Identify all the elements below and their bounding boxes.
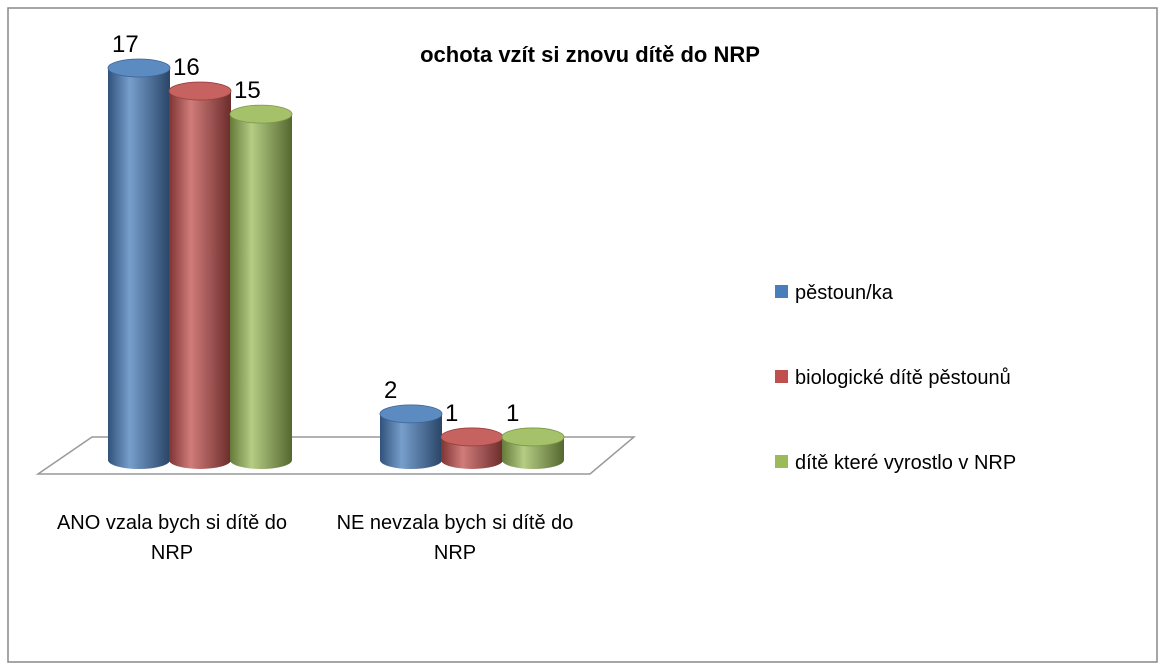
cylinder-body <box>169 91 231 469</box>
legend-swatch <box>775 370 788 383</box>
cylinder-top <box>379 404 443 424</box>
data-label: 1 <box>445 400 458 427</box>
legend-label: biologické dítě pěstounů <box>795 367 1011 389</box>
cylinder-top <box>501 427 565 447</box>
legend-label: dítě které vyrostlo v NRP <box>795 452 1016 474</box>
legend-swatch <box>775 285 788 298</box>
cylinder-top <box>229 104 293 124</box>
data-label: 17 <box>112 31 139 58</box>
cylinder-top <box>440 427 504 447</box>
cylinder-top <box>107 58 171 78</box>
chart-title: ochota vzít si znovu dítě do NRP <box>420 42 760 67</box>
data-label: 2 <box>384 377 397 404</box>
cylinder-body <box>108 68 170 469</box>
data-label: 1 <box>506 400 519 427</box>
cylinder-top <box>168 81 232 101</box>
legend-swatch <box>775 455 788 468</box>
data-label: 16 <box>173 54 200 81</box>
legend-label: pěstoun/ka <box>795 282 894 304</box>
cylinder-body <box>230 114 292 469</box>
data-label: 15 <box>234 77 261 104</box>
x-tick-label: NE nevzala bych si dítě do NRP <box>336 512 574 564</box>
x-tick-label: ANO vzala bych si dítě do NRP <box>56 512 288 564</box>
cylinder-body <box>380 413 442 469</box>
